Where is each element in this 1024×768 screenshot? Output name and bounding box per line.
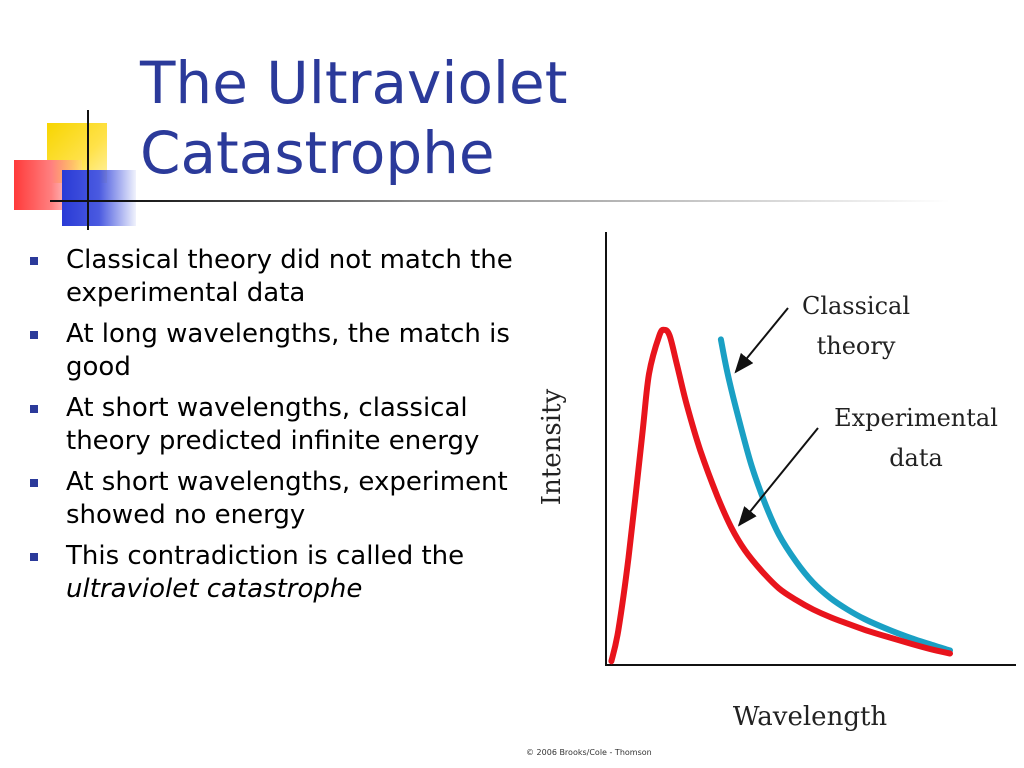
bullet-item: Classical theory did not match the exper… <box>28 244 528 310</box>
bullet-item: This contradiction is called the ultravi… <box>28 540 528 606</box>
annotation-classical-theory: Classical theory <box>734 292 910 374</box>
square-bullet-icon <box>30 553 38 561</box>
bullet-list: Classical theory did not match the exper… <box>28 244 528 614</box>
blackbody-chart: Intensity Wavelength Classical theory Expe… <box>537 232 1016 732</box>
bullet-text: This contradiction is called the <box>66 541 465 571</box>
series-line-classical-theory <box>717 336 953 654</box>
annotation-arrow <box>734 307 789 374</box>
annotation-label-line: theory <box>817 332 896 360</box>
annotation-arrow <box>737 427 819 527</box>
bullet-item: At long wavelengths, the match is good <box>28 318 528 384</box>
logo-blue-square <box>62 170 136 226</box>
bullet-text: At short wavelengths, experiment showed … <box>66 467 508 530</box>
series-line-experimental-data <box>608 326 953 665</box>
slide-title: The Ultraviolet Catastrophe <box>140 48 567 188</box>
bullet-text: At long wavelengths, the match is good <box>66 319 510 382</box>
square-bullet-icon <box>30 405 38 413</box>
bullet-text: At short wavelengths, classical theory p… <box>66 393 480 456</box>
annotation-label-line: Classical <box>802 292 910 320</box>
title-underline <box>50 200 950 202</box>
square-bullet-icon <box>30 257 38 265</box>
y-axis-label: Intensity <box>537 388 567 505</box>
annotation-experimental-data: Experimental data <box>737 404 998 527</box>
slide-title-line-2: Catastrophe <box>140 119 495 187</box>
x-axis-label: Wavelength <box>733 702 888 732</box>
slide-title-line-1: The Ultraviolet <box>140 49 568 117</box>
bullet-item: At short wavelengths, experiment showed … <box>28 466 528 532</box>
bullet-item: At short wavelengths, classical theory p… <box>28 392 528 458</box>
square-bullet-icon <box>30 479 38 487</box>
square-bullet-icon <box>30 331 38 339</box>
annotation-label-line: Experimental <box>834 404 998 432</box>
bullet-text: Classical theory did not match the exper… <box>66 245 513 308</box>
annotation-label-line: data <box>889 444 943 472</box>
copyright-notice: © 2006 Brooks/Cole - Thomson <box>526 748 652 757</box>
logo-vertical-line <box>87 110 89 230</box>
bullet-text-emphasis: ultraviolet catastrophe <box>66 574 363 604</box>
